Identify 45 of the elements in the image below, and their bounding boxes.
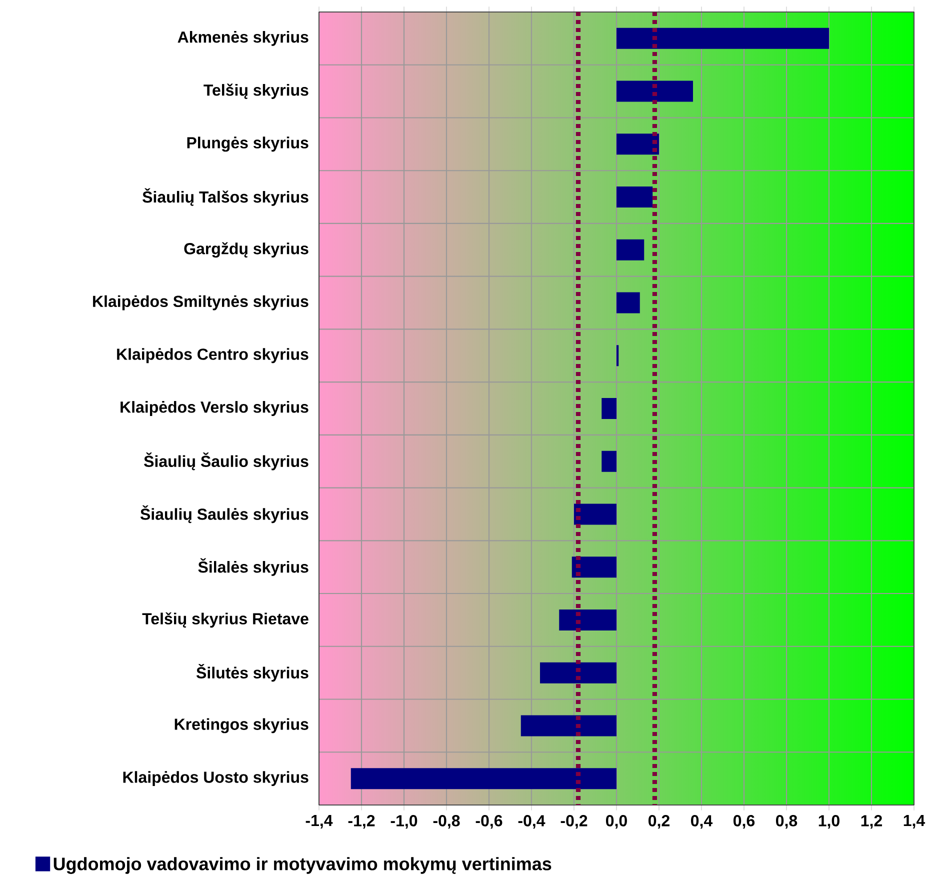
y-tick-label: Telšių skyrius Rietave [142, 612, 308, 628]
x-tick-label: -1,2 [348, 815, 375, 829]
y-tick-label: Šiaulių Talšos skyrius [142, 188, 308, 206]
x-tick-label: -1,0 [390, 815, 418, 829]
x-tick-label: -0,8 [433, 815, 460, 829]
x-tick-label: -0,6 [476, 815, 502, 829]
bar [520, 715, 616, 736]
bar [616, 292, 640, 314]
bar [540, 662, 616, 684]
y-tick-label: Telšių skyrius [204, 84, 308, 99]
x-tick-label: -0,2 [560, 815, 588, 829]
x-tick-label: 0,4 [691, 815, 713, 829]
bar [602, 450, 616, 472]
x-tick-label: 0,6 [734, 815, 755, 829]
y-tick-label: Šiaulių Saulės skyrius [140, 505, 308, 524]
y-tick-label: Kretingos skyrius [174, 718, 308, 734]
x-tick-label: 0,0 [606, 815, 627, 829]
bar [616, 239, 644, 260]
x-tick-label: -0,4 [518, 815, 546, 829]
bar [350, 768, 616, 790]
y-tick-label: Klaipėdos Centro skyrius [117, 348, 308, 364]
y-tick-label: Šilutės skyrius [196, 664, 308, 682]
y-tick-label: Klaipėdos Uosto skyrius [123, 771, 308, 786]
bar [616, 134, 659, 155]
y-tick-label: Akmenės skyrius [178, 30, 308, 46]
y-tick-label: Gargždų skyrius [184, 242, 308, 258]
bar [572, 556, 616, 578]
bar [616, 28, 829, 49]
x-tick-label: 1,2 [861, 815, 882, 829]
bar [574, 504, 616, 525]
bar [616, 186, 653, 208]
x-tick-label: 0,2 [648, 815, 670, 829]
bar [602, 398, 616, 419]
y-tick-label: Šilalės skyrius [198, 558, 308, 576]
x-tick-label: -1,4 [306, 815, 333, 829]
y-tick-label: Klaipėdos Smiltynės skyrius [93, 295, 308, 310]
bar [616, 80, 693, 102]
y-tick-label: Klaipėdos Verslo skyrius [120, 401, 308, 416]
x-tick-label: 0,8 [776, 815, 798, 829]
legend-label: Ugdomojo vadovavimo ir motyvavimo mokymų vertinimas [54, 857, 552, 874]
y-tick-label: Šiaulių Šaulio skyrius [144, 452, 308, 470]
x-tick-label: 1,4 [904, 815, 926, 829]
x-tick-label: 1,0 [818, 815, 840, 829]
y-tick-label: Plungės skyrius [187, 136, 308, 152]
bar [559, 609, 616, 630]
